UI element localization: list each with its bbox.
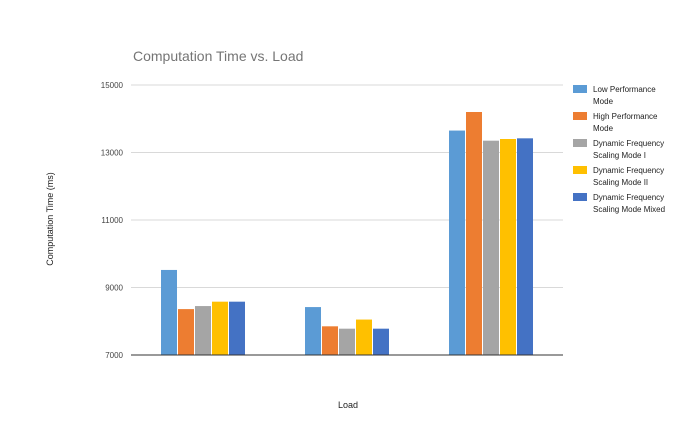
bar (305, 307, 321, 355)
bar (500, 139, 516, 355)
bar (322, 326, 338, 355)
bar (483, 140, 499, 355)
legend-swatch (573, 112, 587, 120)
bar (449, 130, 465, 355)
y-axis-title: Computation Time (ms) (45, 172, 55, 266)
y-tick-label: 13000 (101, 149, 124, 158)
bar (178, 309, 194, 355)
bar (356, 319, 372, 355)
bars (161, 112, 533, 355)
bar (339, 328, 355, 355)
x-axis-title: Load (338, 400, 358, 410)
legend-swatch (573, 166, 587, 174)
y-tick-label: 11000 (101, 216, 123, 225)
y-tick-label: 7000 (105, 351, 123, 360)
legend-swatch (573, 193, 587, 201)
bar (466, 112, 482, 355)
legend-label: Low Performance Mode (593, 85, 656, 106)
bar (229, 301, 245, 355)
legend: Low Performance Mode High Performance Mode D… (573, 85, 665, 214)
bar (212, 301, 228, 355)
legend-label: Dynamic Frequency Scaling Mode I (593, 139, 664, 160)
chart-title: Computation Time vs. Load (133, 48, 303, 64)
y-axis-ticks: 7000 9000 11000 13000 15000 (101, 81, 124, 360)
legend-label: Dynamic Frequency Scaling Mode Mixed (593, 193, 665, 214)
bar (373, 328, 389, 355)
bar (517, 138, 533, 355)
legend-swatch (573, 139, 587, 147)
y-tick-label: 15000 (101, 81, 124, 90)
legend-label: High Performance Mode (593, 112, 658, 133)
legend-label: Dynamic Frequency Scaling Mode II (593, 166, 664, 187)
y-tick-label: 9000 (105, 284, 123, 293)
bar (195, 306, 211, 355)
bar (161, 269, 177, 355)
legend-swatch (573, 85, 587, 93)
